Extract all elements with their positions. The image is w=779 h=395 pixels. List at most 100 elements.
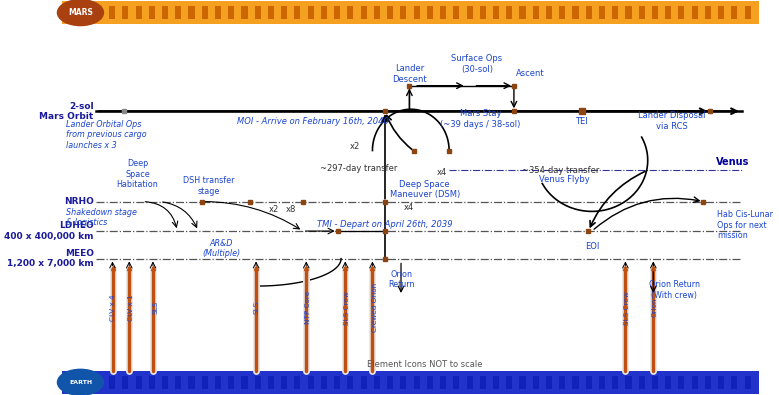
Bar — [321, 6, 327, 19]
Text: 2-sol
Mars Orbit: 2-sol Mars Orbit — [40, 102, 93, 121]
Bar — [420, 376, 426, 389]
Text: Surface Ops
(30-sol): Surface Ops (30-sol) — [451, 55, 502, 74]
Bar — [407, 376, 413, 389]
Bar — [559, 6, 566, 19]
Bar — [182, 376, 188, 389]
Text: DSH transfer
stage: DSH transfer stage — [183, 176, 234, 196]
Bar — [573, 376, 579, 389]
Bar — [407, 6, 413, 19]
Bar — [314, 6, 320, 19]
Bar — [361, 376, 367, 389]
Text: Ascent: Ascent — [516, 70, 545, 78]
Text: ~354-day transfer: ~354-day transfer — [522, 166, 599, 175]
Bar — [652, 376, 658, 389]
Bar — [62, 1, 760, 24]
Text: CLV x 4: CLV x 4 — [110, 294, 116, 321]
Bar — [308, 376, 314, 389]
Bar — [533, 376, 539, 389]
Text: NTP Core: NTP Core — [305, 291, 311, 324]
Bar — [102, 6, 108, 19]
Text: MEEO
1,200 x 7,000 km: MEEO 1,200 x 7,000 km — [7, 249, 93, 268]
Bar — [526, 376, 532, 389]
Text: Venus: Venus — [716, 157, 749, 167]
Bar — [520, 6, 526, 19]
Bar — [480, 6, 486, 19]
Bar — [393, 376, 400, 389]
Bar — [685, 376, 691, 389]
Circle shape — [58, 369, 104, 395]
Bar — [162, 376, 168, 389]
Bar — [493, 6, 499, 19]
Bar — [698, 376, 704, 389]
Bar — [639, 376, 645, 389]
Text: x2: x2 — [350, 142, 360, 151]
Text: Orion
Return: Orion Return — [388, 270, 414, 289]
Bar — [301, 6, 307, 19]
Bar — [189, 6, 195, 19]
Bar — [380, 6, 386, 19]
Bar — [274, 6, 280, 19]
Text: Lander Orbital Ops
from previous cargo
launches x 3: Lander Orbital Ops from previous cargo l… — [65, 120, 146, 150]
Bar — [334, 6, 340, 19]
Bar — [745, 376, 751, 389]
Bar — [175, 376, 182, 389]
Bar — [334, 376, 340, 389]
Bar — [473, 376, 479, 389]
Bar — [467, 376, 473, 389]
Bar — [380, 376, 386, 389]
Bar — [626, 6, 632, 19]
Bar — [215, 6, 221, 19]
Bar — [340, 6, 347, 19]
Bar — [122, 376, 129, 389]
Bar — [705, 6, 711, 19]
Bar — [241, 376, 248, 389]
Bar — [453, 376, 460, 389]
Bar — [195, 376, 201, 389]
Bar — [215, 376, 221, 389]
Bar — [195, 6, 201, 19]
Bar — [248, 6, 254, 19]
Bar — [626, 376, 632, 389]
Bar — [393, 6, 400, 19]
Bar — [473, 6, 479, 19]
Bar — [255, 376, 261, 389]
Bar — [400, 376, 407, 389]
Bar — [122, 6, 129, 19]
Bar — [592, 6, 598, 19]
Text: SLS: SLS — [253, 301, 259, 314]
Bar — [374, 376, 380, 389]
Text: Deep
Space
Habitation: Deep Space Habitation — [117, 159, 158, 189]
Bar — [711, 6, 717, 19]
Bar — [612, 376, 619, 389]
Bar — [639, 6, 645, 19]
Bar — [427, 376, 433, 389]
Bar — [679, 6, 685, 19]
Bar — [738, 376, 744, 389]
Bar — [420, 6, 426, 19]
Bar — [327, 6, 333, 19]
Bar — [526, 6, 532, 19]
Bar — [136, 6, 142, 19]
Bar — [579, 376, 585, 389]
Bar — [367, 6, 373, 19]
Bar — [552, 6, 559, 19]
Bar — [665, 376, 671, 389]
Bar — [698, 6, 704, 19]
Bar — [513, 376, 519, 389]
Text: x4: x4 — [404, 203, 414, 212]
Bar — [149, 376, 155, 389]
Bar — [559, 376, 566, 389]
Bar — [632, 376, 638, 389]
Bar — [281, 376, 287, 389]
Text: Venus Flyby: Venus Flyby — [539, 175, 590, 184]
Bar — [281, 6, 287, 19]
Bar — [115, 376, 122, 389]
Bar — [724, 6, 731, 19]
Bar — [446, 6, 453, 19]
Bar — [705, 376, 711, 389]
Bar — [129, 376, 135, 389]
Text: Crewed Orion: Crewed Orion — [372, 283, 378, 332]
Bar — [287, 376, 294, 389]
Bar — [387, 6, 393, 19]
Bar — [679, 376, 685, 389]
